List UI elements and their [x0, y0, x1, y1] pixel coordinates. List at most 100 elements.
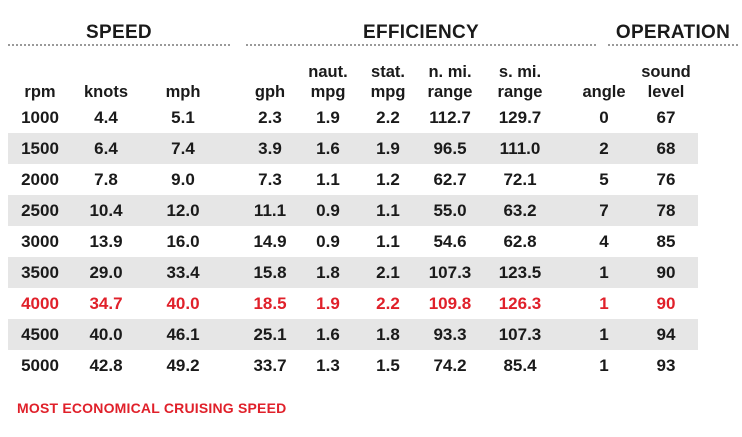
cell-angle: 1 — [599, 356, 609, 375]
cell-nmi-range: 55.0 — [418, 195, 482, 226]
cell-mph: 33.4 — [140, 257, 226, 288]
col-header-smi-range: s. mi. range — [497, 63, 543, 101]
cell-stat-mpg: 2.1 — [358, 257, 418, 288]
footnote: MOST ECONOMICAL CRUISING SPEED — [17, 400, 287, 416]
cell-knots: 42.8 — [89, 356, 123, 375]
cell-gph: 14.9 — [253, 232, 287, 251]
cell-sound-level: 85 — [656, 232, 676, 251]
table-row: 3000 13.9 16.0 14.9 0.9 1.1 54.6 62.8 4 85 — [8, 226, 698, 257]
cell-angle: 0 — [599, 108, 609, 127]
cell-naut-mpg: 1.9 — [316, 294, 340, 313]
cell-nmi-range: 74.2 — [433, 356, 467, 375]
cell-rpm: 1500 — [8, 133, 72, 164]
cell-rpm: 1000 — [21, 108, 59, 127]
col-header-nmi-range: n. mi. range — [427, 63, 473, 101]
cell-knots: 29.0 — [72, 257, 140, 288]
cell-smi-range: 107.3 — [482, 319, 558, 350]
cell-naut-mpg: 0.9 — [298, 195, 358, 226]
cell-angle: 1 — [599, 294, 609, 313]
cell-rpm: 3000 — [21, 232, 59, 251]
cell-gph: 25.1 — [242, 319, 298, 350]
col-header-stat-mpg: stat. mpg — [370, 63, 406, 101]
table-row: 2000 7.8 9.0 7.3 1.1 1.2 62.7 72.1 5 76 — [8, 164, 698, 195]
group-header-efficiency: EFFICIENCY — [246, 22, 596, 46]
header-row: rpm knots mph gph naut. mpg stat. mpg n. m… — [8, 46, 698, 102]
group-title-efficiency: EFFICIENCY — [363, 22, 479, 43]
table-row: 2500 10.4 12.0 11.1 0.9 1.1 55.0 63.2 7 78 — [8, 195, 698, 226]
col-header-naut-mpg: naut. mpg — [308, 63, 348, 101]
cell-stat-mpg: 1.5 — [376, 356, 400, 375]
cell-knots: 7.8 — [94, 170, 118, 189]
cell-nmi-range: 54.6 — [433, 232, 467, 251]
cell-rpm: 2500 — [8, 195, 72, 226]
cell-nmi-range: 62.7 — [433, 170, 467, 189]
table-body: 1000 4.4 5.1 2.3 1.9 2.2 112.7 129.7 0 67 1500 6.4 7… — [8, 102, 698, 381]
cell-rpm: 4500 — [8, 319, 72, 350]
cell-rpm: 4000 — [21, 294, 59, 313]
cell-mph: 46.1 — [140, 319, 226, 350]
cell-naut-mpg: 1.9 — [316, 108, 340, 127]
cell-stat-mpg: 1.2 — [376, 170, 400, 189]
cell-sound-level: 78 — [634, 195, 698, 226]
cell-naut-mpg: 1.6 — [298, 133, 358, 164]
cell-mph: 16.0 — [166, 232, 200, 251]
cell-sound-level: 67 — [656, 108, 676, 127]
cell-nmi-range: 109.8 — [428, 294, 472, 313]
cell-rpm: 3500 — [8, 257, 72, 288]
cell-gph: 2.3 — [258, 108, 282, 127]
cell-naut-mpg: 1.1 — [316, 170, 340, 189]
cell-knots: 13.9 — [89, 232, 123, 251]
cell-stat-mpg: 2.2 — [376, 294, 400, 313]
cell-mph: 12.0 — [140, 195, 226, 226]
cell-rpm: 2000 — [21, 170, 59, 189]
cell-nmi-range: 107.3 — [418, 257, 482, 288]
group-header-operation: OPERATION — [608, 22, 738, 46]
performance-table: rpm knots mph gph naut. mpg stat. mpg n. m… — [8, 46, 698, 381]
cell-mph: 7.4 — [140, 133, 226, 164]
table-row: 1500 6.4 7.4 3.9 1.6 1.9 96.5 111.0 2 68 — [8, 133, 698, 164]
cell-smi-range: 111.0 — [482, 133, 558, 164]
cell-naut-mpg: 1.3 — [316, 356, 340, 375]
cell-smi-range: 72.1 — [503, 170, 537, 189]
cell-smi-range: 85.4 — [503, 356, 537, 375]
cell-gph: 15.8 — [242, 257, 298, 288]
cell-sound-level: 93 — [656, 356, 676, 375]
cell-knots: 34.7 — [89, 294, 123, 313]
cell-gph: 11.1 — [242, 195, 298, 226]
cell-mph: 5.1 — [171, 108, 195, 127]
cell-angle: 5 — [599, 170, 609, 189]
table-row: 1000 4.4 5.1 2.3 1.9 2.2 112.7 129.7 0 67 — [8, 102, 698, 133]
cell-angle: 4 — [599, 232, 609, 251]
cell-mph: 49.2 — [166, 356, 200, 375]
group-divider-speed — [8, 44, 230, 46]
cell-stat-mpg: 2.2 — [376, 108, 400, 127]
group-divider-operation — [608, 44, 738, 46]
cell-sound-level: 76 — [656, 170, 676, 189]
col-header-gph: gph — [254, 83, 286, 101]
cell-stat-mpg: 1.9 — [358, 133, 418, 164]
cell-mph: 9.0 — [171, 170, 195, 189]
cell-stat-mpg: 1.8 — [358, 319, 418, 350]
cell-naut-mpg: 1.8 — [298, 257, 358, 288]
cell-knots: 6.4 — [72, 133, 140, 164]
cell-sound-level: 68 — [634, 133, 698, 164]
cell-rpm: 5000 — [21, 356, 59, 375]
cell-naut-mpg: 0.9 — [316, 232, 340, 251]
cell-smi-range: 129.7 — [498, 108, 542, 127]
group-title-speed: SPEED — [86, 22, 152, 43]
group-title-operation: OPERATION — [615, 22, 731, 43]
cell-gph: 3.9 — [242, 133, 298, 164]
table-row: 5000 42.8 49.2 33.7 1.3 1.5 74.2 85.4 1 93 — [8, 350, 698, 381]
cell-gph: 18.5 — [253, 294, 287, 313]
table-row: 4000 34.7 40.0 18.5 1.9 2.2 109.8 126.3 1 90 — [8, 288, 698, 319]
cell-nmi-range: 112.7 — [429, 108, 471, 127]
cell-stat-mpg: 1.1 — [376, 232, 400, 251]
cell-smi-range: 126.3 — [498, 294, 542, 313]
col-header-rpm: rpm — [24, 83, 56, 101]
col-header-sound-level: sound level — [641, 63, 691, 101]
cell-angle: 2 — [574, 133, 634, 164]
cell-naut-mpg: 1.6 — [298, 319, 358, 350]
col-header-mph: mph — [165, 83, 201, 101]
cell-gph: 7.3 — [258, 170, 282, 189]
cell-smi-range: 62.8 — [503, 232, 537, 251]
